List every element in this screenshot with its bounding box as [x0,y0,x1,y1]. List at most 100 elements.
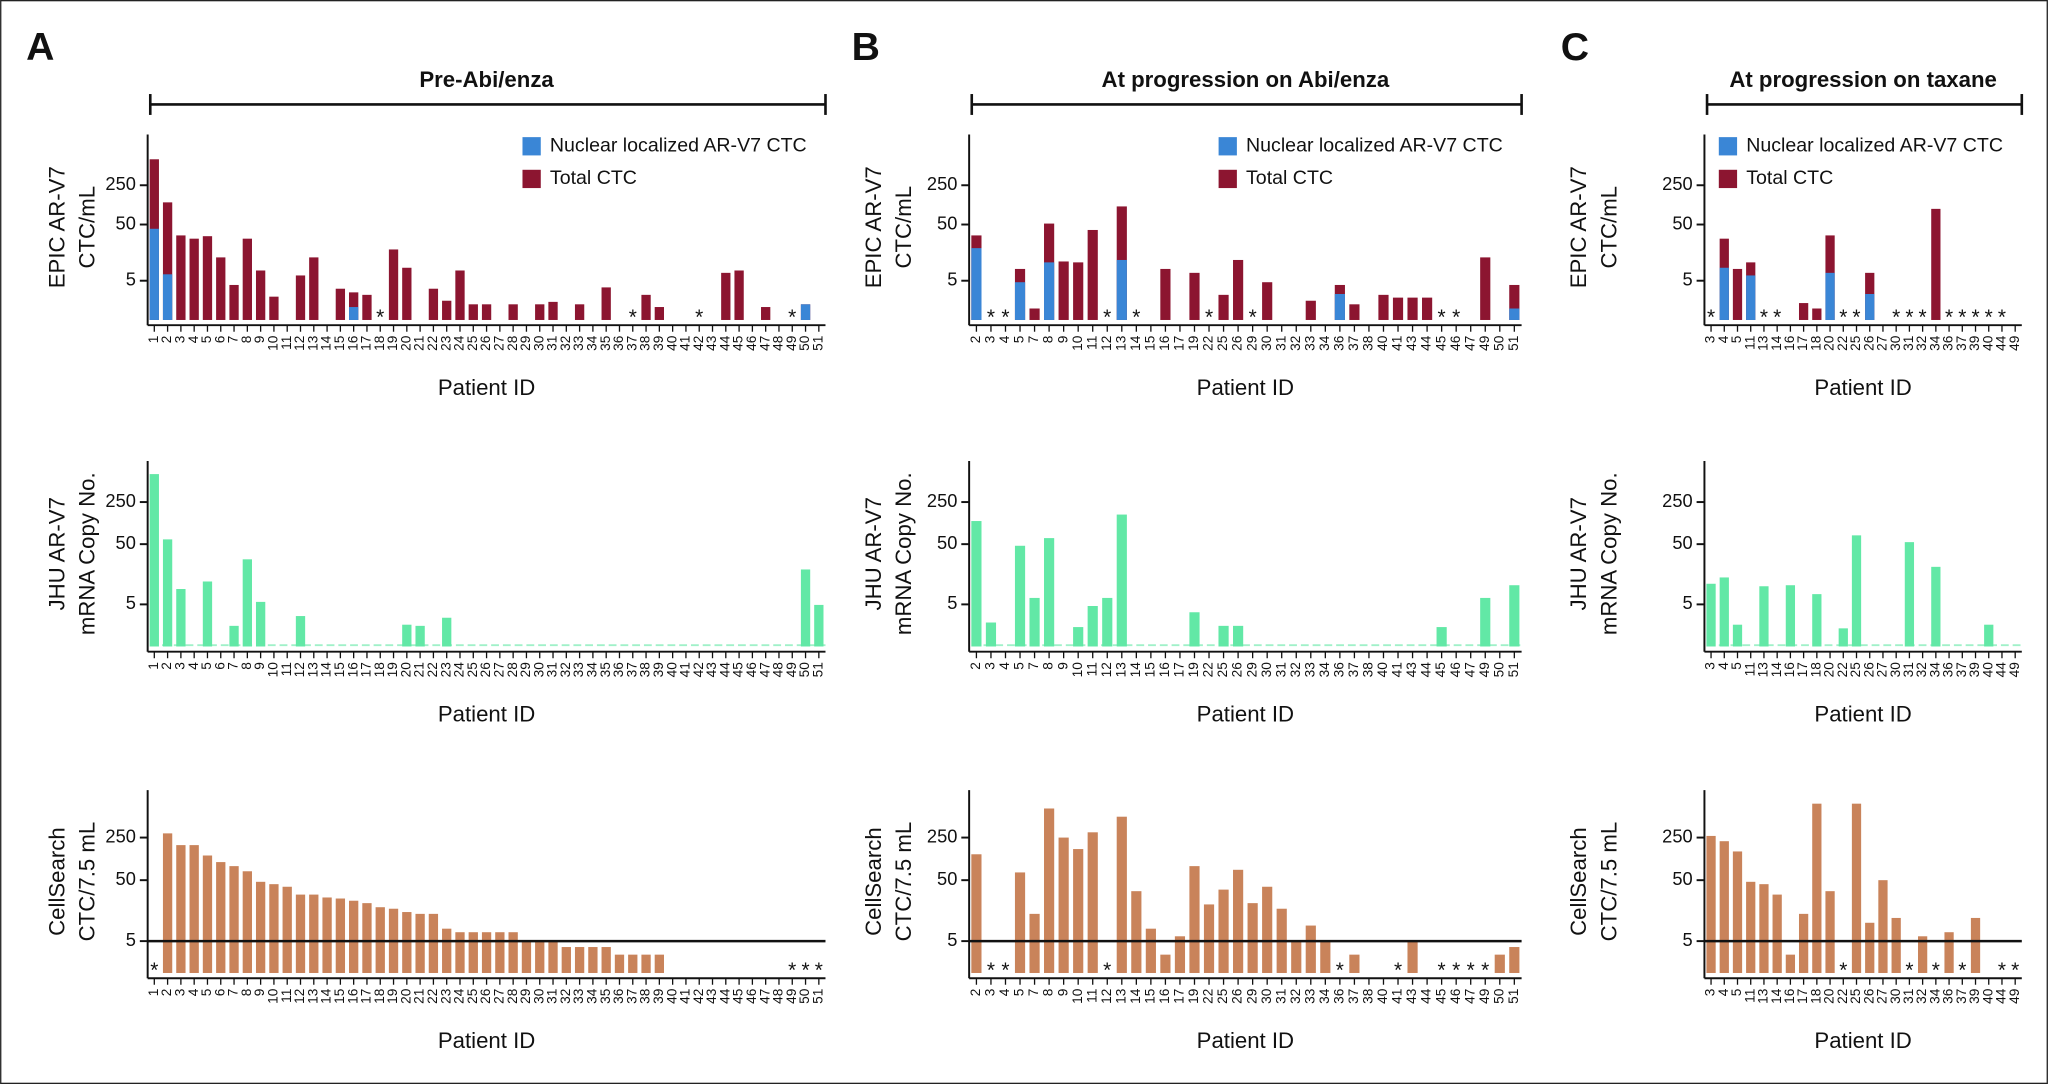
x-axis-label: Patient ID [1814,1028,1911,1053]
y-tick-label: 250 [927,173,957,194]
y-tick-label: 5 [1683,269,1693,290]
x-tick-label: 8 [1041,988,1056,996]
x-tick-label: 36 [611,988,626,1004]
x-tick-label: 43 [704,335,719,351]
asterisk: * [1839,306,1847,329]
x-tick-label: 31 [545,336,560,351]
x-tick-label: 36 [611,662,626,678]
bar [162,274,173,320]
bar [176,845,186,973]
x-tick-label: 39 [651,989,666,1004]
x-tick-label: 44 [717,988,732,1004]
x-tick-label: 17 [359,662,374,677]
bar [1014,282,1026,320]
x-tick-label: 10 [266,335,281,351]
y-tick-label: 5 [947,929,957,950]
bar [349,292,359,320]
asterisk: * [629,306,637,329]
bar [1044,538,1055,647]
x-tick-label: 23 [438,662,453,678]
bar [1145,928,1156,973]
bar [468,304,478,320]
bar [428,913,439,973]
x-tick-label: 31 [1901,336,1916,351]
bar [1812,594,1822,647]
y-axis-label: EPIC AR-V7 [1566,166,1591,288]
x-tick-label: 39 [1967,662,1982,677]
bar [1029,913,1040,973]
x-tick-label: 44 [717,335,732,351]
bar [1812,803,1822,973]
x-tick-label: 17 [1172,336,1187,351]
x-tick-label: 3 [173,335,188,343]
x-tick-label: 15 [1142,662,1157,678]
x-tick-label: 4 [1716,988,1731,996]
x-tick-label: 49 [1477,662,1492,677]
x-tick-label: 51 [810,336,825,351]
x-tick-label: 46 [1448,335,1463,351]
x-tick-label: 5 [1012,335,1027,343]
x-tick-label: 40 [1375,335,1390,351]
x-tick-label: 11 [1084,989,1099,1003]
x-tick-label: 24 [452,988,467,1004]
bar [1160,954,1171,973]
y-tick-label: 5 [126,929,136,950]
legend-swatch [1218,169,1237,189]
x-tick-label: 7 [1026,989,1041,997]
asterisk: * [1958,306,1966,329]
bar [971,854,982,973]
asterisk: * [1452,959,1460,982]
bar [1422,297,1433,320]
x-tick-label: 24 [452,662,467,678]
x-tick-label: 22 [1201,662,1216,677]
x-tick-label: 16 [1782,988,1797,1004]
x-tick-label: 13 [305,662,320,678]
bar [1305,300,1316,320]
x-axis-label: Patient ID [1197,375,1294,400]
y-axis-label: EPIC AR-V7 [861,166,886,288]
x-tick-label: 43 [704,662,719,678]
x-tick-label: 44 [1419,335,1434,351]
x-tick-label: 46 [744,335,759,351]
bar [1087,832,1098,973]
x-tick-label: 13 [1756,335,1771,351]
bar [1029,597,1040,647]
bar [1233,625,1244,647]
bar [641,954,651,973]
x-tick-label: 13 [1113,662,1128,678]
y-axis-label: CTC/mL [1596,186,1621,269]
x-tick-label: 7 [1026,662,1041,670]
asterisk: * [1760,306,1768,329]
x-tick-label: 51 [1506,336,1521,351]
bar [1392,297,1404,320]
x-tick-label: 44 [1994,988,2009,1004]
x-tick-label: 50 [797,988,812,1004]
x-tick-label: 3 [983,662,998,670]
x-tick-label: 30 [1888,988,1903,1004]
x-tick-label: 42 [691,989,706,1004]
x-tick-label: 51 [810,662,825,677]
bar [1305,925,1316,973]
x-tick-label: 11 [279,662,294,676]
x-tick-label: 44 [1419,662,1434,678]
bar [574,947,585,973]
bar [1494,954,1505,973]
y-axis-label: mRNA Copy No. [1596,472,1621,635]
x-tick-label: 26 [478,335,493,351]
x-tick-label: 45 [731,335,746,351]
x-tick-label: 26 [1230,662,1245,678]
legend-swatch [1218,137,1237,156]
bar [1480,597,1491,647]
x-tick-label: 36 [1941,988,1956,1004]
x-tick-label: 8 [1041,662,1056,670]
bar [1509,284,1520,320]
bar [442,300,452,320]
legend-swatch [522,137,541,156]
x-tick-label: 13 [1113,988,1128,1004]
x-tick-label: 41 [678,989,693,1004]
x-tick-label: 12 [292,989,307,1004]
x-tick-label: 30 [531,988,546,1004]
bar [1931,566,1941,647]
x-tick-label: 14 [1769,335,1784,351]
bar [388,249,399,320]
